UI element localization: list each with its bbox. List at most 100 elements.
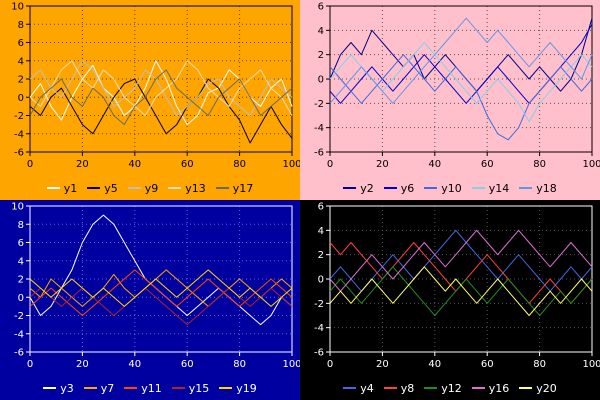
legend-label: y14 <box>488 181 510 195</box>
svg-text:4: 4 <box>318 226 324 237</box>
legend-swatch <box>171 387 185 389</box>
legend-swatch <box>519 387 533 389</box>
svg-text:100: 100 <box>582 359 600 370</box>
legend-item-y3: y3 <box>43 382 74 395</box>
legend-label: y9 <box>144 181 159 195</box>
svg-text:80: 80 <box>233 359 246 370</box>
legend-item-y16: y16 <box>471 381 510 395</box>
legend-swatch <box>46 187 60 189</box>
legend-swatch <box>519 187 533 189</box>
legend-item-y10: y10 <box>424 182 462 195</box>
legend-item-y13: y13 <box>168 182 206 195</box>
svg-text:2: 2 <box>18 275 24 286</box>
svg-text:0: 0 <box>327 159 333 170</box>
svg-text:4: 4 <box>318 26 324 37</box>
legend-label: y1 <box>63 181 78 195</box>
svg-text:4: 4 <box>18 56 24 67</box>
legend-swatch <box>424 187 438 189</box>
legend-bottom-left: y3 y7 y11 y15 y19 <box>0 376 300 400</box>
svg-text:-4: -4 <box>14 129 24 140</box>
legend-swatch <box>383 187 397 189</box>
svg-text:-6: -6 <box>14 348 24 359</box>
series-line-y12 <box>329 266 593 316</box>
svg-text:2: 2 <box>318 50 324 61</box>
legend-item-y14: y14 <box>471 181 510 195</box>
svg-text:40: 40 <box>128 159 141 170</box>
legend-item-y2: y2 <box>343 182 374 195</box>
svg-text:40: 40 <box>428 359 441 370</box>
svg-text:100: 100 <box>282 159 300 170</box>
svg-text:80: 80 <box>533 159 546 170</box>
svg-text:-2: -2 <box>14 111 24 122</box>
legend-item-y15: y15 <box>171 381 210 395</box>
svg-text:0: 0 <box>318 75 324 86</box>
svg-text:0: 0 <box>27 359 33 370</box>
series-line-y9 <box>29 60 293 116</box>
svg-text:-6: -6 <box>14 148 24 159</box>
legend-item-y19: y19 <box>219 382 257 395</box>
legend-label: y4 <box>360 381 374 395</box>
legend-item-y7: y7 <box>83 382 114 395</box>
svg-text:-4: -4 <box>14 329 24 340</box>
legend-swatch <box>124 387 138 389</box>
legend-label: y18 <box>536 181 557 195</box>
legend-label: y3 <box>60 381 74 395</box>
svg-text:2: 2 <box>318 250 324 261</box>
series-line-y10 <box>329 54 593 141</box>
svg-text:6: 6 <box>318 202 324 213</box>
svg-text:-6: -6 <box>314 148 324 159</box>
svg-text:0: 0 <box>27 159 33 170</box>
svg-text:40: 40 <box>428 159 441 170</box>
legend-swatch <box>215 187 229 189</box>
legend-item-y17: y17 <box>215 181 254 195</box>
legend-swatch <box>471 187 485 189</box>
legend-top-left: y1 y5 y9 y13 y17 <box>0 176 300 200</box>
legend-item-y5: y5 <box>87 182 118 195</box>
legend-label: y6 <box>400 181 415 195</box>
legend-swatch <box>343 387 357 389</box>
svg-text:-2: -2 <box>14 311 24 322</box>
svg-text:4: 4 <box>18 256 24 267</box>
legend-item-y9: y9 <box>127 181 159 195</box>
svg-text:10: 10 <box>11 2 24 13</box>
svg-text:60: 60 <box>481 359 494 370</box>
svg-text:2: 2 <box>18 75 24 86</box>
svg-text:-2: -2 <box>314 99 324 110</box>
series-line-y11 <box>29 269 293 316</box>
legend-item-y4: y4 <box>343 382 374 395</box>
svg-text:-4: -4 <box>314 323 324 334</box>
legend-label: y20 <box>536 381 557 395</box>
series-line-y20 <box>329 266 593 316</box>
legend-label: y15 <box>188 381 210 395</box>
svg-text:-4: -4 <box>314 123 324 134</box>
svg-text:0: 0 <box>327 359 333 370</box>
svg-text:20: 20 <box>376 159 389 170</box>
legend-label: y8 <box>400 381 415 395</box>
legend-swatch <box>87 187 101 189</box>
legend-label: y16 <box>488 381 510 395</box>
legend-item-y11: y11 <box>124 382 162 395</box>
series-line-y13 <box>29 60 293 116</box>
svg-text:60: 60 <box>481 159 494 170</box>
legend-item-y1: y1 <box>46 181 78 195</box>
series-line-y5 <box>29 78 293 144</box>
svg-text:80: 80 <box>233 159 246 170</box>
series-line-y17 <box>29 69 293 126</box>
series-line-y15 <box>29 287 293 326</box>
chart-panel-top-right: -6 -4 -2 0 2 4 6 0 20 40 60 80 100 y2 y6 y10 y14 y18 <box>300 0 600 200</box>
series-line-y7 <box>29 269 293 307</box>
legend-item-y20: y20 <box>519 382 557 395</box>
legend-item-y8: y8 <box>383 381 415 395</box>
legend-top-right: y2 y6 y10 y14 y18 <box>300 176 600 200</box>
series-line-y19 <box>29 269 293 307</box>
legend-label: y17 <box>232 181 254 195</box>
legend-bottom-right: y4 y8 y12 y16 y20 <box>300 376 600 400</box>
series-line-y3 <box>29 214 293 326</box>
svg-text:0: 0 <box>18 293 24 304</box>
svg-text:-2: -2 <box>314 299 324 310</box>
legend-swatch <box>219 387 233 389</box>
